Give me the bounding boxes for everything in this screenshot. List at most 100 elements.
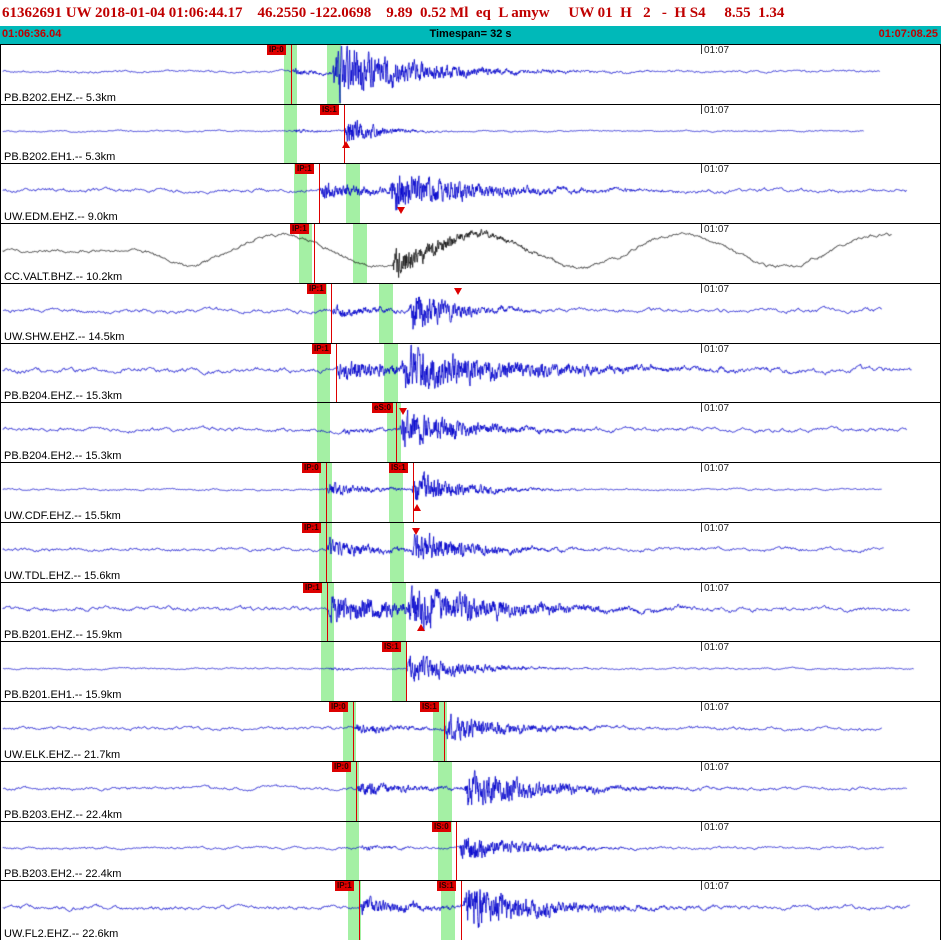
phase-pick-flag[interactable]: IP:0 xyxy=(267,45,286,55)
trace-panel: 01:07 IS:1 PB.B201.EH1.-- 15.9km xyxy=(1,641,940,701)
trace-panel: 01:07 IP:1 CC.VALT.BHZ.-- 10.2km xyxy=(1,223,940,283)
phase-pick-flag[interactable]: IS:1 xyxy=(437,881,456,891)
phase-pick-line[interactable] xyxy=(359,881,360,940)
minute-label: 01:07 xyxy=(704,45,730,56)
phase-pick-flag[interactable]: IP:1 xyxy=(312,344,331,354)
phase-pick-line[interactable] xyxy=(444,702,445,761)
minute-tick xyxy=(701,105,702,114)
minute-tick xyxy=(701,583,702,592)
phase-pick-flag[interactable]: IP:1 xyxy=(302,523,321,533)
phase-pick-flag[interactable]: IP:1 xyxy=(290,224,309,234)
waveform-trace[interactable] xyxy=(1,523,940,582)
phase-pick-line[interactable] xyxy=(291,45,292,104)
phase-pick-line[interactable] xyxy=(326,463,327,522)
waveform-trace[interactable] xyxy=(1,403,940,462)
phase-pick-line[interactable] xyxy=(456,822,457,880)
amplitude-marker[interactable] xyxy=(454,287,462,295)
phase-pick-line[interactable] xyxy=(353,702,354,761)
phase-pick-line[interactable] xyxy=(356,762,357,821)
window-end-time: 01:07:08.25 xyxy=(878,28,938,40)
amplitude-marker[interactable] xyxy=(342,141,350,149)
amplitude-marker[interactable] xyxy=(412,527,420,535)
time-bar: Timespan= 32 s 01:06:36.04 01:07:08.25 xyxy=(0,26,941,44)
minute-tick xyxy=(701,403,702,412)
phase-pick-flag[interactable]: IS:1 xyxy=(420,702,439,712)
phase-pick-flag[interactable]: IS:1 xyxy=(389,463,408,473)
trace-panel: 01:07 eS:0 PB.B204.EH2.-- 15.3km xyxy=(1,402,940,462)
minute-label: 01:07 xyxy=(704,881,730,892)
waveform-trace[interactable] xyxy=(1,583,940,641)
waveform-trace[interactable] xyxy=(1,105,940,163)
phase-pick-flag[interactable]: IP:1 xyxy=(307,284,326,294)
waveform-trace[interactable] xyxy=(1,762,940,821)
waveform-trace[interactable] xyxy=(1,164,940,223)
minute-tick xyxy=(701,762,702,771)
amplitude-marker[interactable] xyxy=(399,407,407,415)
trace-panel: 01:07 IP:1 PB.B201.EHZ.-- 15.9km xyxy=(1,582,940,641)
minute-label: 01:07 xyxy=(704,224,730,235)
phase-pick-flag[interactable]: IP:1 xyxy=(335,881,354,891)
phase-pick-flag[interactable]: IP:1 xyxy=(295,164,314,174)
phase-pick-flag[interactable]: IP:1 xyxy=(303,583,322,593)
phase-pick-line[interactable] xyxy=(331,284,332,343)
minute-label: 01:07 xyxy=(704,403,730,414)
minute-tick xyxy=(701,642,702,651)
phase-pick-line[interactable] xyxy=(461,881,462,940)
station-label: PB.B202.EHZ.-- 5.3km xyxy=(4,92,116,104)
phase-pick-flag[interactable]: IS:1 xyxy=(320,105,339,115)
minute-label: 01:07 xyxy=(704,105,730,116)
phase-pick-flag[interactable]: IS:0 xyxy=(432,822,451,832)
minute-tick xyxy=(701,463,702,472)
station-label: PB.B203.EH2.-- 22.4km xyxy=(4,868,122,880)
trace-list: 01:07 IP:0 PB.B202.EHZ.-- 5.3km 01:07 IS:1 PB… xyxy=(0,44,941,940)
phase-pick-line[interactable] xyxy=(327,583,328,641)
trace-panel: 01:07 IP:1 UW.EDM.EHZ.-- 9.0km xyxy=(1,163,940,223)
trace-panel: 01:07 IP:1 PB.B204.EHZ.-- 15.3km xyxy=(1,343,940,402)
trace-panel: 01:07 IP:0 IS:1 UW.CDF.EHZ.-- 15.5km xyxy=(1,462,940,522)
waveform-trace[interactable] xyxy=(1,224,940,283)
trace-panel: 01:07 IS:1 PB.B202.EH1.-- 5.3km xyxy=(1,104,940,163)
minute-label: 01:07 xyxy=(704,344,730,355)
waveform-trace[interactable] xyxy=(1,822,940,880)
waveform-trace[interactable] xyxy=(1,344,940,402)
phase-pick-line[interactable] xyxy=(326,523,327,582)
phase-pick-line[interactable] xyxy=(406,642,407,701)
station-label: PB.B204.EH2.-- 15.3km xyxy=(4,450,122,462)
waveform-trace[interactable] xyxy=(1,45,940,104)
minute-label: 01:07 xyxy=(704,822,730,833)
minute-tick xyxy=(701,284,702,293)
window-start-time: 01:06:36.04 xyxy=(2,28,62,40)
timespan-label: Timespan= 32 s xyxy=(429,28,512,40)
trace-panel: 01:07 IP:1 UW.TDL.EHZ.-- 15.6km xyxy=(1,522,940,582)
event-summary: 61362691 UW 2018-01-04 01:06:44.17 46.25… xyxy=(2,4,785,21)
trace-panel: 01:07 IP:1 IS:1 UW.FL2.EHZ.-- 22.6km xyxy=(1,880,940,940)
amplitude-marker[interactable] xyxy=(397,206,405,214)
waveform-trace[interactable] xyxy=(1,881,940,940)
phase-pick-flag[interactable]: IP:0 xyxy=(329,702,348,712)
phase-pick-line[interactable] xyxy=(413,463,414,522)
phase-pick-line[interactable] xyxy=(314,224,315,283)
waveform-trace[interactable] xyxy=(1,463,940,522)
amplitude-marker[interactable] xyxy=(413,503,421,511)
phase-pick-flag[interactable]: IP:0 xyxy=(332,762,351,772)
phase-pick-flag[interactable]: IP:0 xyxy=(302,463,321,473)
trace-panel: 01:07 IP:0 IS:1 UW.ELK.EHZ.-- 21.7km xyxy=(1,701,940,761)
amplitude-marker[interactable] xyxy=(417,624,425,632)
station-label: UW.SHW.EHZ.-- 14.5km xyxy=(4,331,125,343)
station-label: UW.TDL.EHZ.-- 15.6km xyxy=(4,570,121,582)
station-label: PB.B204.EHZ.-- 15.3km xyxy=(4,390,122,402)
waveform-trace[interactable] xyxy=(1,702,940,761)
trace-panel: 01:07 IP:1 UW.SHW.EHZ.-- 14.5km xyxy=(1,283,940,343)
waveform-trace[interactable] xyxy=(1,284,940,343)
phase-pick-line[interactable] xyxy=(396,403,397,462)
trace-panel: 01:07 IP:0 PB.B203.EHZ.-- 22.4km xyxy=(1,761,940,821)
station-label: UW.EDM.EHZ.-- 9.0km xyxy=(4,211,118,223)
phase-pick-flag[interactable]: IS:1 xyxy=(382,642,401,652)
phase-pick-flag[interactable]: eS:0 xyxy=(372,403,393,413)
minute-label: 01:07 xyxy=(704,702,730,713)
minute-tick xyxy=(701,822,702,831)
phase-pick-line[interactable] xyxy=(319,164,320,223)
phase-pick-line[interactable] xyxy=(344,105,345,163)
phase-pick-line[interactable] xyxy=(336,344,337,402)
waveform-trace[interactable] xyxy=(1,642,940,701)
